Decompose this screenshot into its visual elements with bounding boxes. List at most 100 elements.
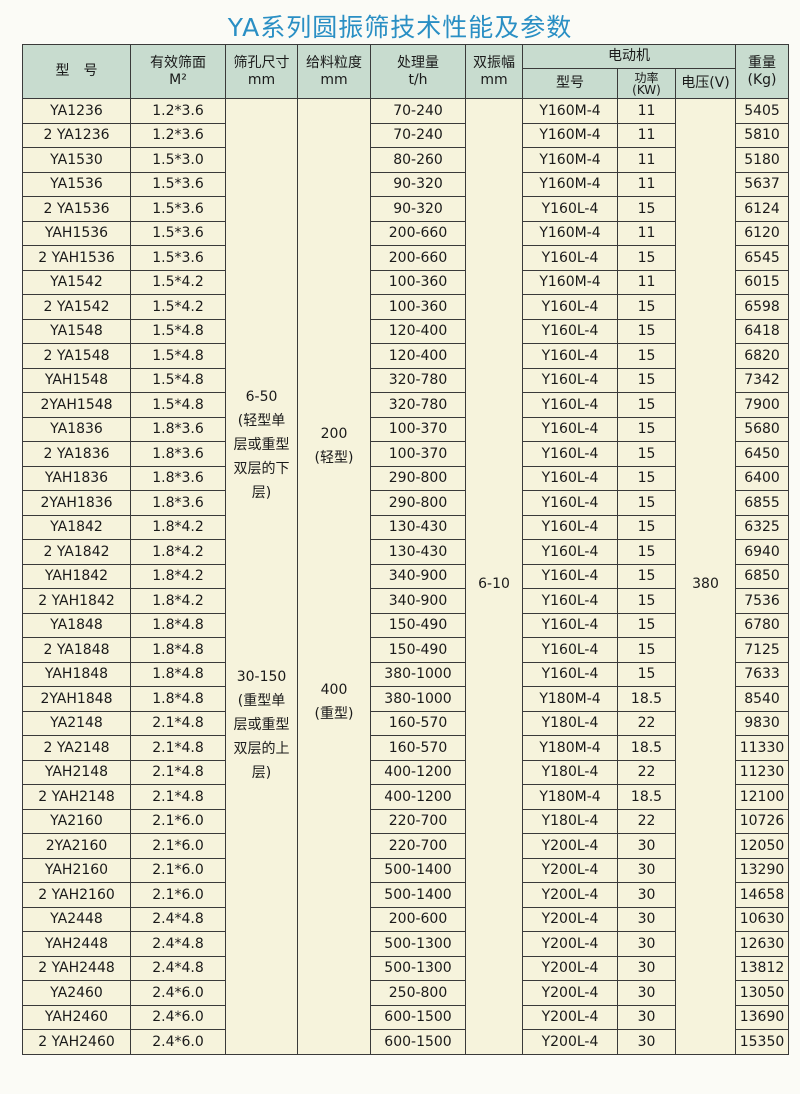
motor-model-cell: Y180L-4 <box>522 808 618 834</box>
area-cell: 2.4*4.8 <box>130 955 226 981</box>
weight-cell: 6400 <box>735 465 790 491</box>
area-cell: 2.1*4.8 <box>130 735 226 761</box>
area-cell: 1.5*4.2 <box>130 269 226 295</box>
capacity-cell: 150-490 <box>370 612 466 638</box>
motor-model-cell: Y160L-4 <box>522 318 618 344</box>
model-cell: 2 YAH2148 <box>22 784 131 810</box>
hole-size-light-line: 层) <box>251 485 272 501</box>
area-cell: 2.1*4.8 <box>130 759 226 785</box>
weight-cell: 11330 <box>735 735 790 761</box>
hole-size-light: 6-50 (轻型单 层或重型 双层的下 层) <box>226 385 297 505</box>
model-cell: 2 YA1536 <box>22 196 131 222</box>
capacity-cell: 100-360 <box>370 294 466 320</box>
feed-size-heavy-line: 400 <box>320 682 348 698</box>
area-cell: 1.5*3.6 <box>130 245 226 271</box>
motor-model-cell: Y160L-4 <box>522 588 618 614</box>
header-weight: 重量 (Kg) <box>735 44 790 99</box>
table-row: 2 YA1848 1.8*4.8 150-490 Y160L-4 15 7125 <box>22 637 790 663</box>
amplitude-value: 6-10 <box>466 572 522 596</box>
model-cell: 2 YA1236 <box>22 122 131 148</box>
power-cell: 15 <box>617 490 676 516</box>
motor-model-cell: Y200L-4 <box>522 1029 618 1055</box>
hole-size-cell: 6-50 (轻型单 层或重型 双层的下 层) 30-150 (重型单 层或重型 双层的上 层) <box>225 98 298 1055</box>
power-cell: 18.5 <box>617 686 676 712</box>
header-amplitude-label: 双振幅 <box>473 54 515 71</box>
table-row: YA1848 1.8*4.8 150-490 Y160L-4 15 6780 <box>22 612 790 638</box>
capacity-cell: 290-800 <box>370 465 466 491</box>
capacity-cell: 320-780 <box>370 392 466 418</box>
model-cell: 2 YA1836 <box>22 441 131 467</box>
capacity-cell: 100-370 <box>370 416 466 442</box>
power-cell: 11 <box>617 171 676 197</box>
weight-cell: 11230 <box>735 759 790 785</box>
table-row: 2 YA1236 1.2*3.6 70-240 Y160M-4 11 5810 <box>22 122 790 148</box>
weight-cell: 6120 <box>735 220 790 246</box>
table-row: 2 YA1536 1.5*3.6 90-320 Y160L-4 15 6124 <box>22 196 790 222</box>
header-feed: 给料粒度 mm <box>297 44 371 99</box>
motor-model-cell: Y160L-4 <box>522 196 618 222</box>
motor-model-cell: Y160L-4 <box>522 514 618 540</box>
header-hole: 筛孔尺寸 mm <box>225 44 298 99</box>
power-cell: 30 <box>617 955 676 981</box>
table-row: YA1530 1.5*3.0 80-260 Y160M-4 11 5180 <box>22 147 790 173</box>
capacity-cell: 150-490 <box>370 637 466 663</box>
power-cell: 15 <box>617 612 676 638</box>
area-cell: 1.8*4.2 <box>130 563 226 589</box>
model-cell: YAH1548 <box>22 367 131 393</box>
table-row: YAH1548 1.5*4.8 320-780 Y160L-4 15 7342 <box>22 367 790 393</box>
table-row: 2 YAH2160 2.1*6.0 500-1400 Y200L-4 30 14658 <box>22 882 790 908</box>
table-row: 2 YA1836 1.8*3.6 100-370 Y160L-4 15 6450 <box>22 441 790 467</box>
model-cell: YA1842 <box>22 514 131 540</box>
weight-cell: 6325 <box>735 514 790 540</box>
model-cell: 2 YAH2448 <box>22 955 131 981</box>
capacity-cell: 380-1000 <box>370 661 466 687</box>
table-row: 2 YAH1842 1.8*4.2 340-900 Y160L-4 15 7536 <box>22 588 790 614</box>
table-row: 2YA2160 2.1*6.0 220-700 Y200L-4 30 12050 <box>22 833 790 859</box>
capacity-cell: 160-570 <box>370 710 466 736</box>
motor-model-cell: Y160L-4 <box>522 563 618 589</box>
power-cell: 15 <box>617 367 676 393</box>
motor-model-cell: Y200L-4 <box>522 980 618 1006</box>
power-cell: 30 <box>617 857 676 883</box>
area-cell: 1.8*4.8 <box>130 686 226 712</box>
table-row: 2 YAH2148 2.1*4.8 400-1200 Y180M-4 18.5 12100 <box>22 784 790 810</box>
model-cell: YA1236 <box>22 98 131 124</box>
power-cell: 15 <box>617 416 676 442</box>
weight-cell: 12100 <box>735 784 790 810</box>
capacity-cell: 120-400 <box>370 318 466 344</box>
motor-model-cell: Y160M-4 <box>522 220 618 246</box>
area-cell: 1.5*3.0 <box>130 147 226 173</box>
power-cell: 15 <box>617 539 676 565</box>
weight-cell: 6598 <box>735 294 790 320</box>
weight-cell: 6545 <box>735 245 790 271</box>
model-cell: YAH2160 <box>22 857 131 883</box>
weight-cell: 5810 <box>735 122 790 148</box>
capacity-cell: 100-370 <box>370 441 466 467</box>
model-cell: YA2460 <box>22 980 131 1006</box>
power-cell: 30 <box>617 906 676 932</box>
area-cell: 2.1*6.0 <box>130 833 226 859</box>
model-cell: 2YAH1836 <box>22 490 131 516</box>
power-cell: 15 <box>617 465 676 491</box>
power-cell: 15 <box>617 196 676 222</box>
power-cell: 15 <box>617 294 676 320</box>
capacity-cell: 290-800 <box>370 490 466 516</box>
header-power-unit: (KW) <box>632 82 661 97</box>
model-cell: 2 YA1842 <box>22 539 131 565</box>
weight-cell: 10630 <box>735 906 790 932</box>
power-cell: 30 <box>617 931 676 957</box>
area-cell: 2.4*6.0 <box>130 1004 226 1030</box>
weight-cell: 6015 <box>735 269 790 295</box>
table-row: YA2160 2.1*6.0 220-700 Y180L-4 22 10726 <box>22 808 790 834</box>
model-cell: 2 YAH1536 <box>22 245 131 271</box>
area-cell: 1.8*4.8 <box>130 661 226 687</box>
weight-cell: 15350 <box>735 1029 790 1055</box>
header-amplitude: 双振幅 mm <box>465 44 523 99</box>
model-cell: 2 YA1848 <box>22 637 131 663</box>
area-cell: 1.8*4.2 <box>130 514 226 540</box>
weight-cell: 13812 <box>735 955 790 981</box>
weight-cell: 10726 <box>735 808 790 834</box>
header-motor: 电动机 <box>521 44 737 69</box>
table-row: YA1842 1.8*4.2 130-430 Y160L-4 15 6325 <box>22 514 790 540</box>
model-cell: YA1848 <box>22 612 131 638</box>
